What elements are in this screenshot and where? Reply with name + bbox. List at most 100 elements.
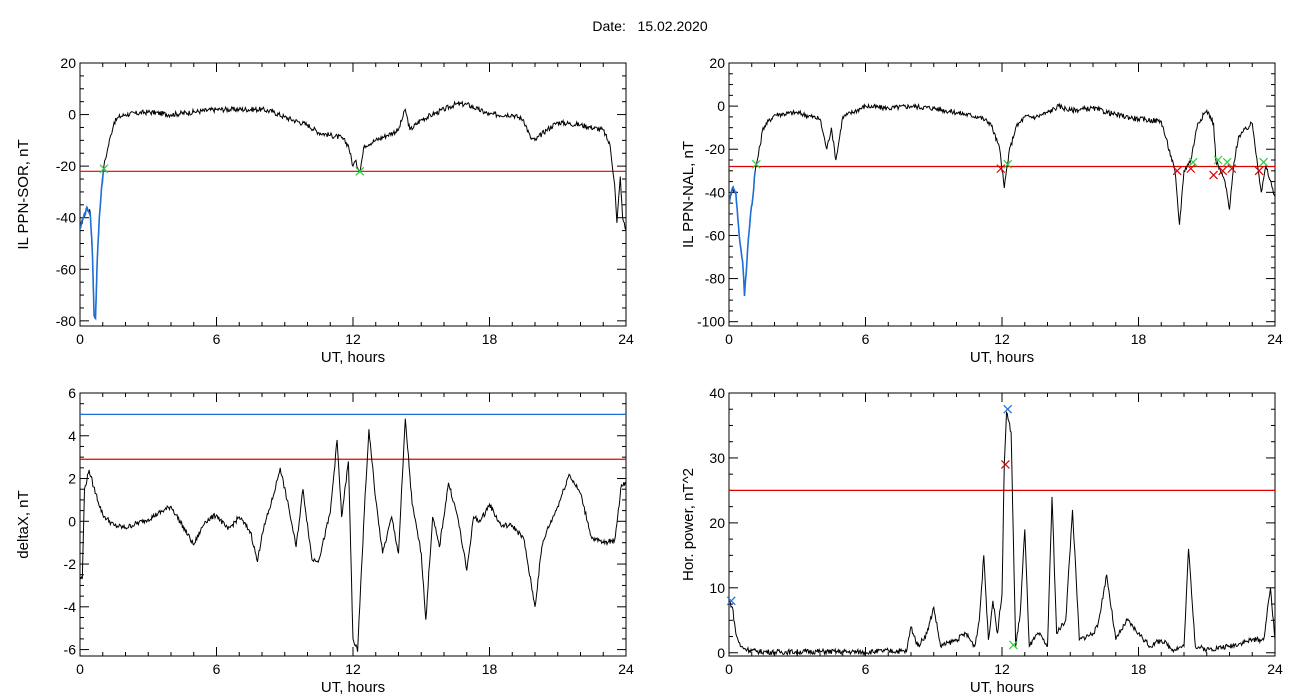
y-axis-label: deltaX, nT (15, 490, 32, 558)
x-tick-label: 18 (482, 661, 498, 677)
page-title: Date: 15.02.2020 (0, 18, 1300, 34)
marker-green (1213, 155, 1223, 165)
y-tick-label: 20 (60, 55, 76, 71)
x-tick-label: 6 (862, 331, 870, 347)
y-tick-label: 20 (709, 515, 725, 531)
x-tick-label: 12 (994, 331, 1010, 347)
y-axis-label: Hor. power, nT^2 (680, 468, 697, 581)
x-tick-label: 18 (1131, 661, 1147, 677)
marker-red (1227, 164, 1237, 174)
y-tick-label: 0 (717, 98, 725, 114)
series-line-black (80, 100, 626, 319)
series-line-blue (729, 170, 756, 296)
marker-stroke (1188, 157, 1198, 167)
y-tick-label: 0 (68, 107, 76, 123)
y-tick-label: -6 (64, 642, 77, 658)
marker-green (355, 166, 365, 176)
x-tick-label: 0 (725, 661, 733, 677)
x-axis-label: UT, hours (321, 679, 385, 696)
series-line-black (729, 410, 1275, 656)
y-tick-label: 0 (68, 513, 76, 529)
chart-panel-2: 0 6 12 18 24 -100 -80 -60 -40 -20 0 20 UT, hours IL P… (680, 55, 1283, 366)
y-tick-label: 10 (709, 580, 725, 596)
x-tick-label: 18 (1131, 331, 1147, 347)
marker-green (99, 164, 109, 174)
marker-stroke (1227, 164, 1237, 174)
x-tick-label: 24 (1267, 661, 1283, 677)
y-tick-label: -40 (705, 184, 725, 200)
marker-stroke (1008, 640, 1018, 650)
x-tick-label: 6 (862, 661, 870, 677)
marker-red (1218, 166, 1228, 176)
x-tick-label: 6 (213, 661, 221, 677)
y-axis-label: IL PPN-SOR, nT (15, 139, 32, 249)
y-tick-label: 20 (709, 55, 725, 71)
x-tick-label: 24 (618, 661, 634, 677)
y-tick-label: -80 (705, 271, 725, 287)
x-axis-label: UT, hours (321, 349, 385, 366)
marker-red (1209, 170, 1218, 180)
marker-stroke (1000, 460, 1010, 469)
marker-stroke (1259, 157, 1269, 167)
marker-red (1254, 166, 1264, 176)
x-tick-label: 6 (213, 331, 221, 347)
marker-green (751, 159, 761, 169)
y-tick-label: -4 (64, 599, 77, 615)
x-tick-label: 24 (618, 331, 634, 347)
chart-panel-1: 0 6 12 18 24 -80 -60 -40 -20 0 20 UT, hours IL PPN-S… (15, 55, 634, 366)
marker-stroke (996, 164, 1006, 174)
marker-blue (1003, 404, 1013, 414)
marker-stroke (1003, 404, 1013, 414)
y-tick-label: -60 (705, 227, 725, 243)
marker-stroke (1209, 170, 1218, 180)
marker-stroke (751, 159, 761, 169)
y-tick-label: 30 (709, 450, 725, 466)
marker-green (1188, 157, 1198, 167)
x-tick-label: 12 (345, 661, 361, 677)
y-tick-label: 0 (717, 645, 725, 661)
marker-stroke (355, 166, 365, 176)
x-axis-label: UT, hours (970, 679, 1034, 696)
marker-green (1008, 640, 1018, 650)
marker-stroke (1186, 164, 1196, 174)
y-tick-label: 2 (68, 471, 76, 487)
marker-stroke (1213, 155, 1223, 165)
plot-frame (79, 62, 627, 327)
x-tick-label: 18 (482, 331, 498, 347)
y-tick-label: 40 (709, 385, 725, 401)
marker-green (1259, 157, 1269, 167)
y-tick-label: -20 (56, 158, 76, 174)
x-tick-label: 12 (994, 661, 1010, 677)
date-label: Date: (592, 18, 626, 34)
marker-blue (726, 596, 736, 606)
plot-frame (728, 62, 1276, 327)
date-value: 15.02.2020 (637, 18, 708, 34)
y-tick-label: -80 (56, 313, 76, 329)
marker-red (1172, 166, 1182, 176)
x-tick-label: 0 (76, 661, 84, 677)
y-tick-label: -60 (56, 261, 76, 277)
marker-stroke (1218, 166, 1228, 176)
series-line-black (729, 102, 1275, 296)
marker-stroke (1222, 157, 1232, 167)
y-tick-label: -20 (705, 141, 725, 157)
marker-stroke (1003, 159, 1013, 169)
y-axis-label: IL PPN-NAL, nT (680, 141, 697, 248)
x-tick-label: 24 (1267, 331, 1283, 347)
y-tick-label: 6 (68, 385, 76, 401)
marker-green (1003, 159, 1013, 169)
x-axis-label: UT, hours (970, 349, 1034, 366)
marker-red (996, 164, 1006, 174)
chart-panel-4: 0 6 12 18 24 0 10 20 30 40 UT, hours Hor. power, nT… (680, 385, 1283, 696)
marker-stroke (99, 164, 109, 174)
x-tick-label: 0 (76, 331, 84, 347)
series-line-black (80, 418, 626, 652)
plot-frame (79, 392, 627, 657)
marker-stroke (1172, 166, 1182, 176)
marker-stroke (726, 596, 736, 606)
marker-red (1000, 460, 1010, 469)
y-tick-label: 4 (68, 428, 76, 444)
marker-green (1222, 157, 1232, 167)
